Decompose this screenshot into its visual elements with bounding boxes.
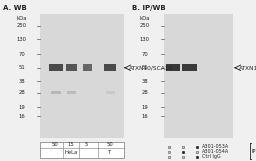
Text: 19: 19 [18,105,25,110]
Bar [105,91,115,95]
Bar [104,64,116,71]
Text: 5: 5 [85,142,88,147]
Text: B. IP/WB: B. IP/WB [132,5,165,11]
Bar [49,64,63,71]
Bar [82,64,92,71]
Text: 130: 130 [140,37,150,42]
Text: 51: 51 [141,65,148,70]
Text: T: T [108,150,111,156]
Text: kDa: kDa [140,16,150,21]
Bar [164,14,233,138]
Bar [182,64,197,71]
Text: ATXN10/SCA10: ATXN10/SCA10 [129,65,173,70]
Text: ATXN10/SCA10: ATXN10/SCA10 [239,65,256,70]
Bar [40,14,124,138]
Text: 250: 250 [17,23,27,28]
Text: A301-053A: A301-053A [202,144,229,149]
Text: 28: 28 [18,90,25,95]
Text: kDa: kDa [17,16,27,21]
Text: 50: 50 [106,142,113,147]
Text: 16: 16 [18,114,25,119]
Text: Ctrl IgG: Ctrl IgG [202,154,221,160]
Bar [67,91,76,95]
Text: 250: 250 [140,23,150,28]
Bar [40,142,124,158]
Text: 28: 28 [141,90,148,95]
Text: 19: 19 [141,105,148,110]
Text: 51: 51 [18,65,25,70]
Text: A301-054A: A301-054A [202,149,229,154]
Bar [51,91,61,95]
Text: A. WB: A. WB [3,5,26,11]
Bar [166,64,180,71]
Text: 70: 70 [18,52,25,57]
Text: 16: 16 [141,114,148,119]
Text: 38: 38 [18,79,25,84]
Text: 130: 130 [17,37,27,42]
Text: HeLa: HeLa [65,150,78,156]
Text: 38: 38 [141,79,148,84]
Bar [66,64,77,71]
Text: 15: 15 [68,142,74,147]
Text: IP: IP [252,149,256,154]
Text: 50: 50 [52,142,59,147]
Text: 70: 70 [141,52,148,57]
